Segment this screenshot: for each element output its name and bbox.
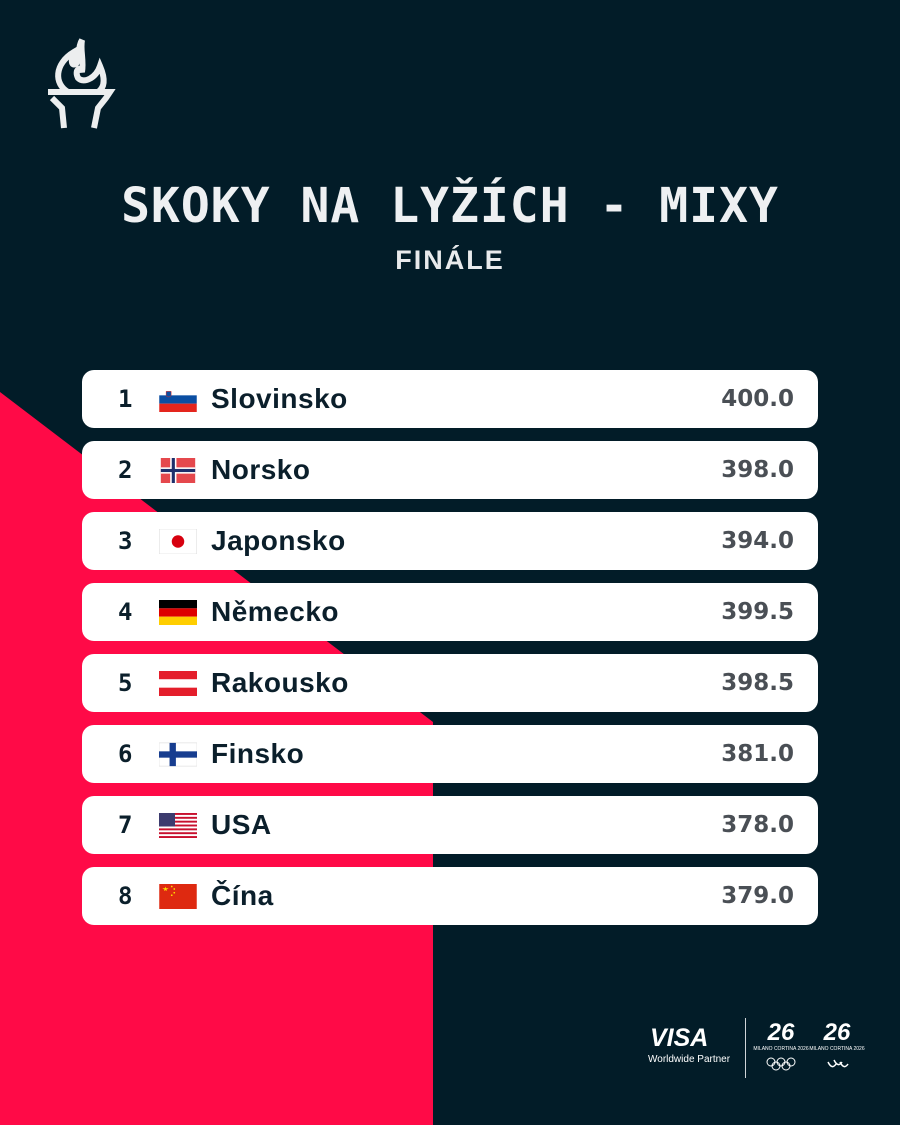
result-row: 5 Rakousko 398.5 bbox=[82, 654, 818, 712]
rank: 3 bbox=[118, 527, 133, 555]
norway-flag-icon bbox=[160, 457, 196, 483]
rank: 1 bbox=[118, 385, 133, 413]
sponsor-tagline: Worldwide Partner bbox=[648, 1054, 731, 1065]
score: 379.0 bbox=[721, 883, 794, 909]
milano-cortina-olympic-logo: 26 MILANO CORTINA 2026 bbox=[753, 1019, 809, 1071]
japan-flag-icon bbox=[159, 528, 197, 554]
page-subtitle: FINÁLE bbox=[395, 245, 505, 275]
result-row: 2 Norsko 398.0 bbox=[82, 441, 818, 499]
score: 398.0 bbox=[721, 457, 794, 483]
sponsor-footer: VISA Worldwide Partner 26 MILANO CORTINA… bbox=[640, 1010, 870, 1090]
result-row: 1 Slovinsko 400.0 bbox=[82, 370, 818, 428]
rank: 5 bbox=[118, 669, 133, 697]
result-row: 7 USA 378.0 bbox=[82, 796, 818, 854]
score: 398.5 bbox=[721, 670, 794, 696]
score: 378.0 bbox=[721, 812, 794, 838]
torch-icon bbox=[48, 38, 116, 129]
result-row: 4 Německo 399.5 bbox=[82, 583, 818, 641]
country-name: Německo bbox=[211, 596, 340, 627]
rank: 8 bbox=[118, 882, 133, 910]
country-name: Slovinsko bbox=[211, 383, 348, 414]
score: 400.0 bbox=[721, 386, 794, 412]
results-list: 1 Slovinsko 400.0 2 Norsko 398.0 3 Japon… bbox=[82, 370, 818, 938]
country-name: USA bbox=[211, 809, 272, 840]
score: 399.5 bbox=[721, 599, 794, 625]
milano-cortina-paralympic-logo: 26 MILANO CORTINA 2026 bbox=[809, 1019, 865, 1068]
country-name: Japonsko bbox=[211, 525, 346, 556]
page-title: SKOKY NA LYŽÍCH - MIXY bbox=[121, 178, 779, 234]
germany-flag-icon bbox=[159, 599, 197, 625]
finland-flag-icon bbox=[159, 742, 197, 766]
svg-text:MILANO CORTINA 2026: MILANO CORTINA 2026 bbox=[753, 1046, 808, 1052]
visa-logo: VISA bbox=[650, 1024, 709, 1052]
divider bbox=[745, 1018, 746, 1078]
rank: 7 bbox=[118, 811, 133, 839]
result-row: 3 Japonsko 394.0 bbox=[82, 512, 818, 570]
svg-text:26: 26 bbox=[823, 1019, 851, 1046]
slovenia-flag-icon bbox=[159, 386, 197, 412]
austria-flag-icon bbox=[159, 670, 197, 696]
usa-flag-icon bbox=[159, 812, 197, 838]
result-row: 8 Čína 379.0 bbox=[82, 867, 818, 925]
score: 381.0 bbox=[721, 741, 794, 767]
country-name: Rakousko bbox=[211, 667, 349, 698]
rank: 2 bbox=[118, 456, 133, 484]
china-flag-icon bbox=[159, 883, 197, 909]
svg-text:MILANO CORTINA 2026: MILANO CORTINA 2026 bbox=[809, 1046, 864, 1052]
result-row: 6 Finsko 381.0 bbox=[82, 725, 818, 783]
svg-text:26: 26 bbox=[767, 1019, 795, 1046]
country-name: Finsko bbox=[211, 738, 305, 769]
country-name: Čína bbox=[211, 880, 274, 911]
rank: 6 bbox=[118, 740, 133, 768]
country-name: Norsko bbox=[211, 454, 311, 485]
score: 394.0 bbox=[721, 528, 794, 554]
rank: 4 bbox=[118, 598, 133, 626]
